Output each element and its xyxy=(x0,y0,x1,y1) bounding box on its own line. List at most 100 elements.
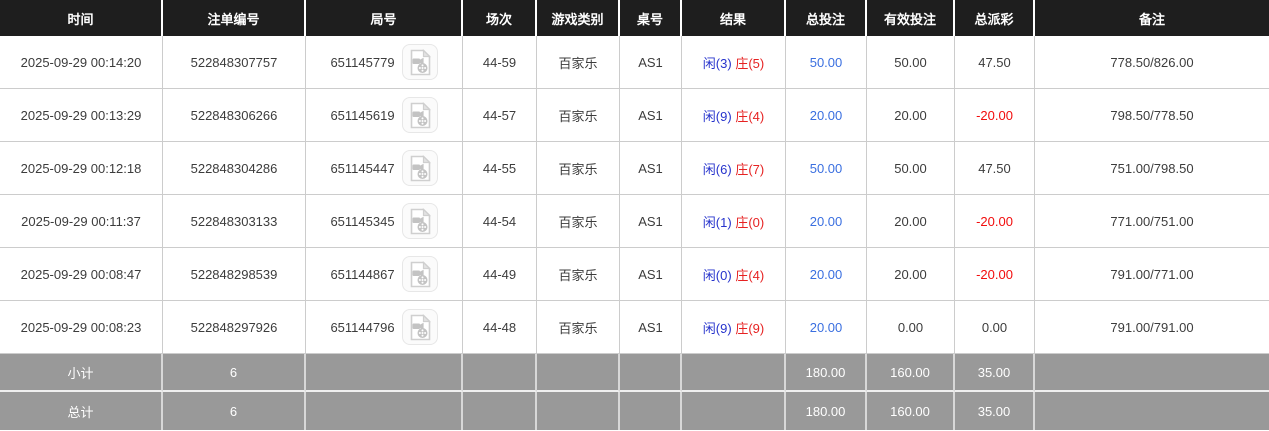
result-player: 闲(3) xyxy=(702,55,732,71)
cell-time: 2025-09-29 00:08:23 xyxy=(0,301,163,354)
grand-total-total-bet: 180.00 xyxy=(786,392,867,430)
subtotal-total-bet: 180.00 xyxy=(786,354,867,392)
result-banker: 庄(5) xyxy=(735,55,765,71)
subtotal-row: 小计 6 180.00 160.00 35.00 xyxy=(0,354,1269,392)
col-header-round: 局号 xyxy=(306,0,463,36)
cell-result: 闲(9) 庄(9) xyxy=(682,301,786,354)
cell-payout: 47.50 xyxy=(955,36,1035,89)
table-row: 2025-09-29 00:11:37 522848303133 6511453… xyxy=(0,195,1269,248)
cell-session: 44-54 xyxy=(463,195,537,248)
col-header-remark: 备注 xyxy=(1035,0,1269,36)
result-banker: 庄(9) xyxy=(735,320,765,336)
grand-total-count: 6 xyxy=(163,392,306,430)
cell-session: 44-49 xyxy=(463,248,537,301)
cell-game-type: 百家乐 xyxy=(537,301,620,354)
video-file-icon xyxy=(410,48,431,75)
cell-round: 651144796 xyxy=(306,301,463,354)
table-row: 2025-09-29 00:13:29 522848306266 6511456… xyxy=(0,89,1269,142)
cell-payout: -20.00 xyxy=(955,195,1035,248)
cell-game-type: 百家乐 xyxy=(537,36,620,89)
result-player: 闲(6) xyxy=(702,161,732,177)
cell-table-no: AS1 xyxy=(620,89,682,142)
cell-session: 44-57 xyxy=(463,89,537,142)
cell-game-type: 百家乐 xyxy=(537,142,620,195)
round-number: 651145345 xyxy=(330,213,395,229)
video-replay-button[interactable] xyxy=(401,97,438,133)
cell-total-bet: 50.00 xyxy=(786,142,867,195)
col-header-table-no: 桌号 xyxy=(620,0,682,36)
cell-time: 2025-09-29 00:13:29 xyxy=(0,89,163,142)
cell-payout: 47.50 xyxy=(955,142,1035,195)
video-file-icon xyxy=(410,260,431,287)
video-replay-button[interactable] xyxy=(401,256,438,292)
table-row: 2025-09-29 00:12:18 522848304286 6511454… xyxy=(0,142,1269,195)
cell-total-bet: 20.00 xyxy=(786,248,867,301)
cell-remark: 791.00/791.00 xyxy=(1035,301,1269,354)
cell-session: 44-48 xyxy=(463,301,537,354)
cell-result: 闲(0) 庄(4) xyxy=(682,248,786,301)
cell-round: 651145345 xyxy=(306,195,463,248)
cell-remark: 751.00/798.50 xyxy=(1035,142,1269,195)
result-player: 闲(9) xyxy=(702,320,732,336)
cell-valid-bet: 50.00 xyxy=(867,36,955,89)
video-file-icon xyxy=(410,101,431,128)
cell-table-no: AS1 xyxy=(620,301,682,354)
col-header-payout: 总派彩 xyxy=(955,0,1035,36)
cell-payout: -20.00 xyxy=(955,248,1035,301)
cell-valid-bet: 20.00 xyxy=(867,248,955,301)
video-replay-button[interactable] xyxy=(401,44,438,80)
video-replay-button[interactable] xyxy=(401,309,438,345)
cell-bet-id: 522848297926 xyxy=(163,301,306,354)
col-header-session: 场次 xyxy=(463,0,537,36)
cell-remark: 791.00/771.00 xyxy=(1035,248,1269,301)
result-banker: 庄(4) xyxy=(735,267,765,283)
col-header-game-type: 游戏类别 xyxy=(537,0,620,36)
cell-game-type: 百家乐 xyxy=(537,89,620,142)
grand-total-valid-bet: 160.00 xyxy=(867,392,955,430)
round-number: 651144867 xyxy=(330,266,395,282)
cell-table-no: AS1 xyxy=(620,195,682,248)
cell-session: 44-55 xyxy=(463,142,537,195)
cell-remark: 771.00/751.00 xyxy=(1035,195,1269,248)
grand-total-payout: 35.00 xyxy=(955,392,1035,430)
cell-bet-id: 522848304286 xyxy=(163,142,306,195)
cell-payout: -20.00 xyxy=(955,89,1035,142)
cell-total-bet: 20.00 xyxy=(786,89,867,142)
col-header-bet-id: 注单编号 xyxy=(163,0,306,36)
cell-time: 2025-09-29 00:11:37 xyxy=(0,195,163,248)
cell-total-bet: 50.00 xyxy=(786,36,867,89)
video-replay-button[interactable] xyxy=(401,203,438,239)
cell-round: 651145447 xyxy=(306,142,463,195)
table-summary: 小计 6 180.00 160.00 35.00 总计 6 180.00 160… xyxy=(0,354,1269,430)
cell-result: 闲(3) 庄(5) xyxy=(682,36,786,89)
table-row: 2025-09-29 00:14:20 522848307757 6511457… xyxy=(0,36,1269,89)
table-row: 2025-09-29 00:08:47 522848298539 6511448… xyxy=(0,248,1269,301)
cell-table-no: AS1 xyxy=(620,36,682,89)
cell-table-no: AS1 xyxy=(620,248,682,301)
cell-valid-bet: 0.00 xyxy=(867,301,955,354)
video-replay-button[interactable] xyxy=(401,150,438,186)
cell-bet-id: 522848306266 xyxy=(163,89,306,142)
cell-bet-id: 522848303133 xyxy=(163,195,306,248)
cell-result: 闲(9) 庄(4) xyxy=(682,89,786,142)
video-file-icon xyxy=(410,154,431,181)
table-header: 时间 注单编号 局号 场次 游戏类别 桌号 结果 总投注 有效投注 总派彩 备注 xyxy=(0,0,1269,36)
col-header-valid-bet: 有效投注 xyxy=(867,0,955,36)
round-number: 651145619 xyxy=(330,107,395,123)
cell-time: 2025-09-29 00:12:18 xyxy=(0,142,163,195)
cell-round: 651145779 xyxy=(306,36,463,89)
cell-game-type: 百家乐 xyxy=(537,248,620,301)
header-row: 时间 注单编号 局号 场次 游戏类别 桌号 结果 总投注 有效投注 总派彩 备注 xyxy=(0,0,1269,36)
cell-result: 闲(6) 庄(7) xyxy=(682,142,786,195)
cell-round: 651144867 xyxy=(306,248,463,301)
round-number: 651145779 xyxy=(330,54,395,70)
result-banker: 庄(0) xyxy=(735,214,765,230)
cell-payout: 0.00 xyxy=(955,301,1035,354)
cell-game-type: 百家乐 xyxy=(537,195,620,248)
subtotal-label: 小计 xyxy=(0,354,163,392)
video-file-icon xyxy=(410,313,431,340)
cell-time: 2025-09-29 00:08:47 xyxy=(0,248,163,301)
result-banker: 庄(7) xyxy=(735,161,765,177)
cell-valid-bet: 50.00 xyxy=(867,142,955,195)
